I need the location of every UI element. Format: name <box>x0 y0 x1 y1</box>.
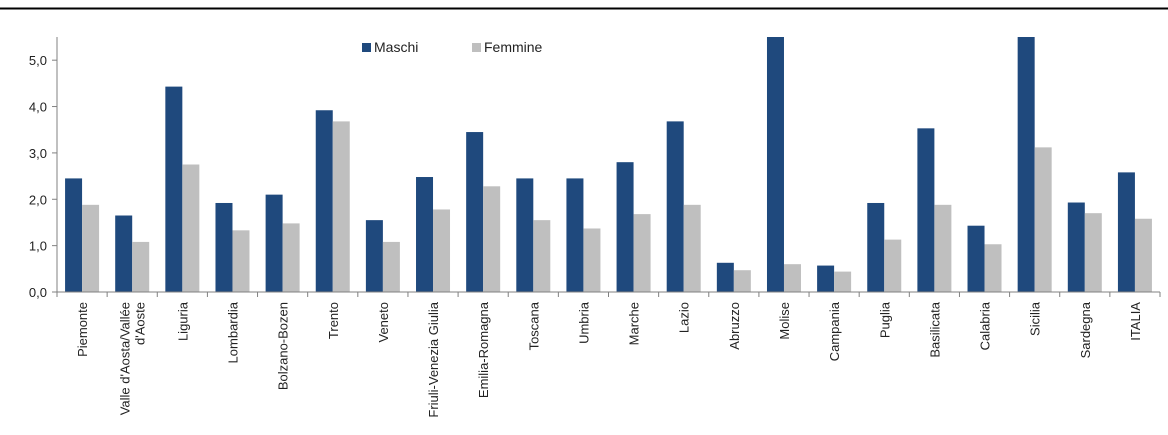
bar-femmine-14 <box>783 264 801 292</box>
bar-maschi-3 <box>215 202 233 292</box>
bar-maschi-0 <box>65 178 83 292</box>
bar-maschi-15 <box>817 265 835 292</box>
legend-swatch-maschi <box>362 43 371 52</box>
bar-femmine-19 <box>1034 147 1052 292</box>
bar-maschi-5 <box>315 110 333 292</box>
x-category-label: ITALIA <box>1128 302 1143 341</box>
bar-femmine-2 <box>182 164 200 292</box>
bar-femmine-7 <box>433 209 451 292</box>
y-tick-label: 1,0 <box>29 239 47 254</box>
x-category-label: Basilicata <box>927 301 942 357</box>
bar-femmine-1 <box>132 241 150 292</box>
bar-femmine-8 <box>483 186 501 292</box>
bar-maschi-16 <box>867 202 885 292</box>
bar-maschi-14 <box>766 37 784 292</box>
bar-femmine-5 <box>332 121 350 292</box>
x-category-label: Valle d'Aosta/Vallée <box>118 302 133 415</box>
x-category-label: Sardegna <box>1078 301 1093 358</box>
x-category-label: Abruzzo <box>727 302 742 350</box>
bar-femmine-6 <box>382 241 400 292</box>
x-category-label: Veneto <box>376 302 391 343</box>
bar-maschi-21 <box>1117 172 1135 292</box>
bar-maschi-12 <box>666 121 684 292</box>
bar-femmine-0 <box>82 204 100 292</box>
legend-label-maschi: Maschi <box>374 39 418 55</box>
bar-maschi-10 <box>566 178 584 292</box>
x-category-label: Bolzano-Bozen <box>276 302 291 390</box>
bar-femmine-11 <box>633 214 651 292</box>
bar-maschi-2 <box>165 86 183 292</box>
x-category-label: Friuli-Venezia Giulia <box>426 301 441 417</box>
x-category-label: Trento <box>326 302 341 339</box>
bar-maschi-6 <box>365 220 383 292</box>
legend: Maschi Femmine <box>362 39 543 55</box>
bar-femmine-17 <box>934 204 952 292</box>
x-category-label: Calabria <box>978 301 993 350</box>
bar-maschi-17 <box>917 128 935 292</box>
y-tick-label: 0,0 <box>29 285 47 300</box>
y-tick-label: 3,0 <box>29 146 47 161</box>
bar-maschi-13 <box>716 262 734 292</box>
bar-femmine-13 <box>733 270 751 292</box>
x-axis: Piemonte Valle d'Aosta/Vallée d'Aoste Ligur… <box>56 291 1161 418</box>
bar-maschi-7 <box>416 177 434 292</box>
bar-femmine-9 <box>533 220 551 292</box>
x-category-label: Puglia <box>877 301 892 338</box>
bar-maschi-9 <box>516 178 534 292</box>
bar-femmine-12 <box>683 204 701 292</box>
bar-maschi-8 <box>466 132 484 292</box>
y-tick-label: 2,0 <box>29 192 47 207</box>
x-category-label: Molise <box>777 302 792 340</box>
bar-femmine-20 <box>1084 213 1102 292</box>
bar-maschi-11 <box>616 162 634 292</box>
x-category-label: Liguria <box>175 301 190 341</box>
bar-maschi-20 <box>1067 202 1085 292</box>
x-category-label: Lombardia <box>225 301 240 363</box>
bar-femmine-4 <box>282 223 300 292</box>
y-tick-label: 5,0 <box>29 53 47 68</box>
x-category-label: Piemonte <box>75 302 90 357</box>
bar-femmine-3 <box>232 230 250 292</box>
legend-swatch-femmine <box>472 43 481 52</box>
y-tick-label: 4,0 <box>29 100 47 115</box>
x-category-label: Toscana <box>526 301 541 350</box>
legend-label-femmine: Femmine <box>484 39 543 55</box>
bar-maschi-19 <box>1017 37 1035 292</box>
bar-femmine-10 <box>583 228 601 292</box>
x-category-label: Marche <box>627 302 642 345</box>
bar-femmine-18 <box>984 244 1002 292</box>
x-category-label: Umbria <box>576 301 591 344</box>
x-category-label: d'Aoste <box>133 302 148 345</box>
y-axis: 0,0 1,0 2,0 3,0 4,0 5,0 <box>29 37 58 300</box>
x-category-label: Emilia-Romagna <box>476 301 491 398</box>
bar-femmine-16 <box>884 239 902 292</box>
bar-maschi-18 <box>967 225 985 292</box>
bar-femmine-15 <box>834 271 852 292</box>
bars <box>65 37 1152 292</box>
x-category-label: Sicilia <box>1028 301 1043 336</box>
x-category-label: Campania <box>827 301 842 361</box>
bar-femmine-21 <box>1134 218 1152 292</box>
bar-maschi-1 <box>115 215 133 292</box>
x-category-label: Lazio <box>677 302 692 333</box>
bar-maschi-4 <box>265 194 283 292</box>
